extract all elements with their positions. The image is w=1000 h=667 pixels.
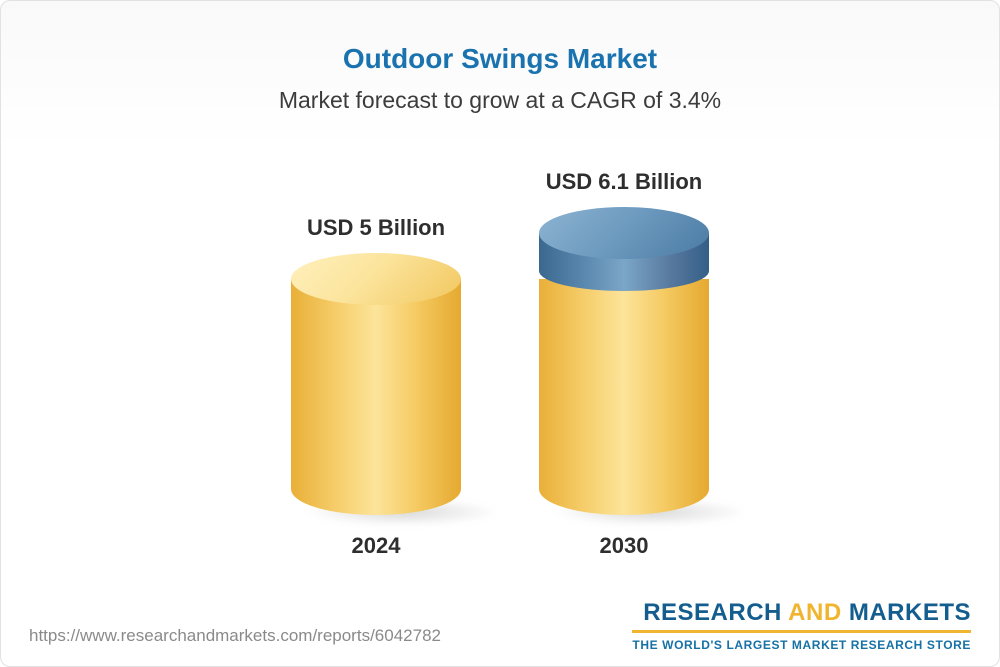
cylinder-body-2024	[291, 279, 461, 515]
logo-gold-rule	[632, 630, 971, 633]
logo-tagline: THE WORLD'S LARGEST MARKET RESEARCH STOR…	[632, 638, 971, 652]
value-label-2030: USD 6.1 Billion	[545, 169, 703, 194]
bar-group-2030: USD 6.1 Billion 2030	[539, 1, 748, 666]
chart-title: Outdoor Swings Market	[342, 43, 658, 74]
logo-word-research: RESEARCH	[643, 599, 789, 626]
year-label-2030: 2030	[599, 533, 649, 558]
bar-group-2024: USD 5 Billion 2024	[291, 1, 500, 666]
logo-wordmark: RESEARCH AND MARKETS	[632, 601, 971, 625]
research-and-markets-logo: RESEARCH AND MARKETS THE WORLD'S LARGEST…	[632, 601, 971, 652]
value-label-2024: USD 5 Billion	[306, 215, 446, 240]
growth-segment-top	[539, 207, 709, 259]
chart-subtitle: Market forecast to grow at a CAGR of 3.4…	[278, 87, 722, 113]
logo-word-markets: MARKETS	[841, 599, 971, 626]
year-label-2024: 2024	[351, 533, 401, 558]
logo-word-and: AND	[788, 599, 842, 626]
cylinder-2030	[539, 207, 709, 515]
report-url: https://www.researchandmarkets.com/repor…	[29, 626, 441, 645]
cylinder-body-2030	[539, 279, 709, 515]
cylinder-2024	[291, 253, 461, 515]
cylinder-top-2024	[291, 253, 461, 305]
